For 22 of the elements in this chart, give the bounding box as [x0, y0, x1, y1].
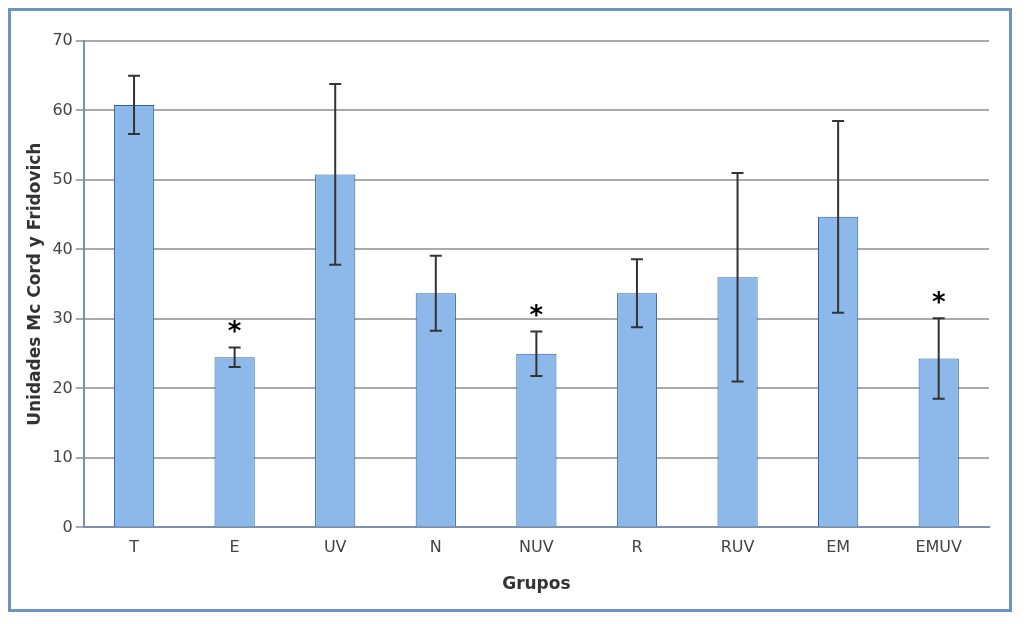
y-axis-title: Unidades Mc Cord y Fridovich: [23, 142, 44, 426]
x-tick-label: T: [128, 537, 140, 557]
x-axis-title: Grupos: [502, 573, 571, 594]
y-tick-label: 50: [52, 169, 73, 189]
x-tick-label: EMUV: [915, 537, 963, 557]
y-tick-label: 40: [52, 238, 73, 258]
x-tick-label: NUV: [519, 537, 554, 557]
x-tick-label: EM: [826, 537, 851, 557]
y-tick-label: 10: [52, 447, 73, 467]
y-tick-label: 30: [52, 308, 73, 328]
y-tick-label: 0: [62, 516, 73, 536]
annotation: *: [931, 287, 946, 317]
x-tick-label: R: [631, 537, 643, 557]
x-tick-label: RUV: [720, 537, 755, 557]
y-tick-label: 20: [52, 377, 73, 397]
annotation: *: [529, 300, 544, 331]
y-tick-label: 70: [52, 30, 73, 50]
y-tick-label: 60: [52, 99, 73, 119]
x-tick-label: UV: [323, 537, 347, 557]
x-tick-label: E: [229, 537, 240, 557]
x-tick-label: N: [429, 537, 442, 557]
annotation: *: [227, 316, 242, 347]
